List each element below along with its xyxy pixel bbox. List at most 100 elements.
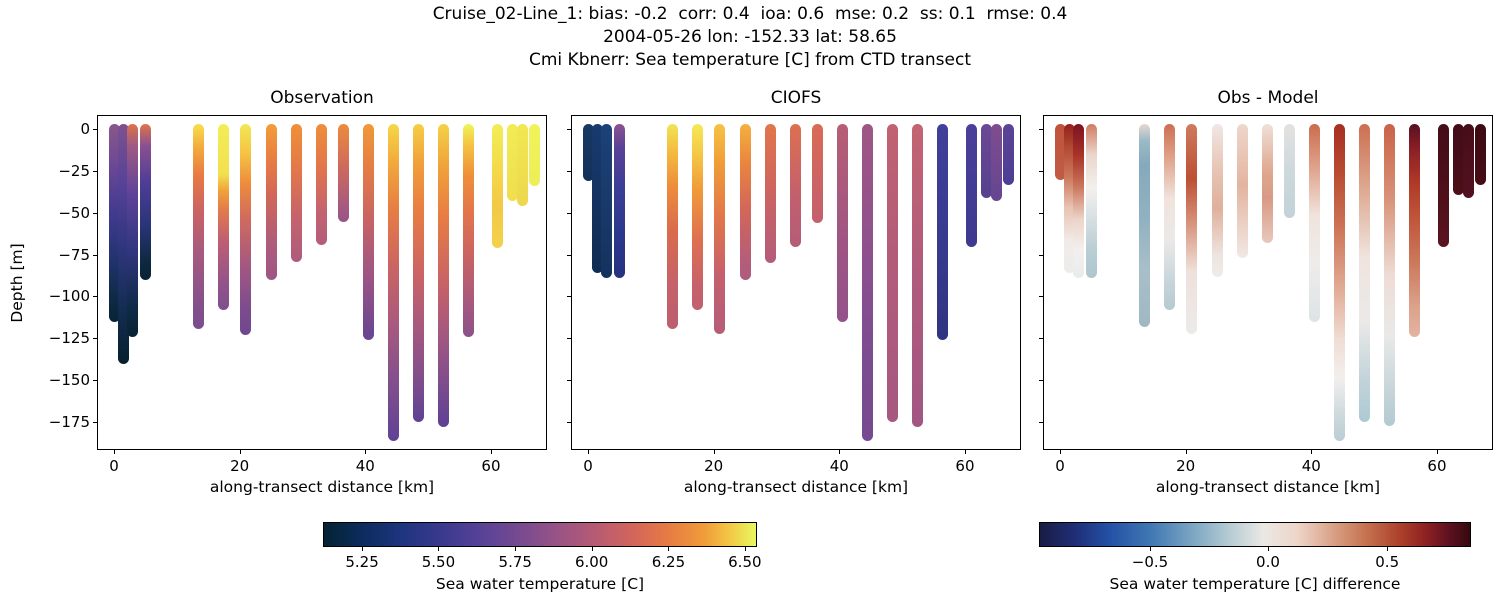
temperature-colorbar-gradient (323, 522, 757, 547)
y-axis-tick-label: −50 (58, 203, 90, 222)
x-axis-tick-label: 60 (1427, 457, 1447, 475)
y-axis-tick (567, 170, 572, 172)
y-axis-tick (1039, 421, 1044, 423)
ctd-cast-column (413, 123, 425, 423)
x-axis-tick (964, 450, 966, 454)
ctd-cast-column (613, 123, 625, 279)
x-axis-tick (588, 450, 589, 454)
y-axis-tick (1039, 254, 1044, 256)
ctd-cast-column (1437, 123, 1449, 247)
ctd-cast-column (1186, 123, 1198, 334)
x-axis-tick (490, 450, 492, 454)
ctd-cast-column (862, 123, 874, 441)
y-axis-tick (567, 129, 572, 130)
temperature-colorbar: Sea water temperature [C] 5.25 5.50 5.75 6.… (323, 522, 762, 593)
y-axis-tick (567, 254, 572, 256)
colorbar-tick (515, 547, 517, 551)
x-axis-tick-label: 20 (230, 457, 250, 475)
title-date-location-line: 2004-05-26 lon: -152.33 lat: 58.65 (603, 26, 897, 47)
ctd-cast-column (1063, 123, 1075, 274)
ctd-cast-column (1261, 123, 1273, 244)
panel-ciofs: CIOFS along-transect distance [km] 0 20 40… (567, 88, 1021, 496)
colorbar-tick-label: 6.25 (651, 553, 686, 571)
ctd-cast-column (1139, 123, 1151, 327)
x-axis-tick-label: 40 (355, 457, 375, 475)
colorbar-tick-label: 5.50 (421, 553, 456, 571)
colorbar-tick (591, 547, 593, 551)
colorbar-tick (1387, 547, 1389, 551)
ctd-cast-column (739, 123, 751, 281)
x-axis-tick-label: 0 (583, 457, 593, 475)
temperature-colorbar-label: Sea water temperature [C] (435, 575, 645, 593)
colorbar-tick-label: 6.50 (728, 553, 762, 571)
x-axis-tick-label: 20 (1176, 457, 1196, 475)
y-axis-label: Depth [m] (8, 243, 26, 323)
y-axis-tick-label: −175 (48, 412, 90, 431)
y-axis-tick (567, 212, 572, 214)
y-axis-tick (567, 338, 572, 340)
panel-obs-minus-model: Obs - Model along-transect distance [km]… (1039, 88, 1493, 496)
ctd-cast-column (1475, 123, 1487, 185)
x-axis-tick (1311, 450, 1313, 454)
x-axis-tick (1060, 450, 1061, 454)
ctd-cast-column (1384, 123, 1396, 426)
difference-colorbar: Sea water temperature [C] difference −0.… (1039, 522, 1471, 593)
colorbar-tick-label: 0.0 (1256, 553, 1280, 571)
ctd-cast-column (529, 123, 541, 187)
ctd-cast-column (315, 123, 327, 245)
y-axis-tick-label: −25 (58, 161, 90, 180)
ctd-cast-column (789, 123, 801, 247)
plot-area-observation (98, 116, 546, 449)
y-axis-tick (1039, 338, 1044, 340)
x-axis-tick (839, 450, 841, 454)
ctd-cast-column (1308, 123, 1320, 322)
ctd-cast-column (290, 123, 302, 262)
x-axis-label: along-transect distance [km] (1155, 478, 1381, 496)
ctd-cast-column (388, 123, 400, 441)
ctd-cast-column (1462, 123, 1474, 199)
y-axis-tick (93, 338, 98, 340)
panel-title-obs-minus-model: Obs - Model (1217, 88, 1319, 108)
ctd-cast-column (127, 123, 139, 338)
y-axis-tick (93, 421, 98, 423)
x-axis-tick (1436, 450, 1438, 454)
figure-title: Cruise_02-Line_1: bias: -0.2 corr: 0.4 i… (0, 3, 1500, 72)
y-axis-tick (1039, 212, 1044, 214)
ctd-cast-column (601, 123, 613, 279)
ctd-cast-column (1164, 123, 1176, 311)
ctd-cast-column (139, 123, 151, 281)
ctd-cast-column (591, 123, 603, 274)
ctd-cast-column (1003, 123, 1015, 185)
y-axis-tick (93, 380, 98, 382)
ctd-cast-column (937, 123, 949, 341)
ctd-cast-column (887, 123, 899, 423)
ctd-cast-column (965, 123, 977, 247)
ctd-cast-column (836, 123, 848, 322)
ctd-cast-column (507, 123, 519, 202)
x-axis-tick-label: 60 (481, 457, 501, 475)
ctd-cast-column (912, 123, 924, 428)
ctd-cast-column (1211, 123, 1223, 277)
y-axis-tick (1039, 170, 1044, 172)
x-axis-label: along-transect distance [km] (683, 478, 909, 496)
difference-colorbar-label: Sea water temperature [C] difference (1109, 575, 1401, 593)
ctd-cast-column (491, 123, 503, 249)
ctd-cast-column (1085, 123, 1097, 279)
ctd-cast-column (667, 123, 679, 329)
ctd-cast-column (1334, 123, 1346, 441)
ctd-cast-column (714, 123, 726, 334)
colorbar-tick-label: −0.5 (1131, 553, 1169, 571)
y-axis-tick-label: 0 (80, 120, 90, 138)
y-axis-tick (567, 380, 572, 382)
ctd-cast-column (240, 123, 252, 336)
y-axis-tick (1039, 296, 1044, 298)
ctd-cast-column (692, 123, 704, 311)
x-axis-tick (1185, 450, 1187, 454)
title-variable-line: Cmi Kbnerr: Sea temperature [C] from CTD… (529, 49, 971, 70)
y-axis-tick (1039, 129, 1044, 130)
difference-colorbar-gradient (1039, 522, 1471, 547)
colorbar-tick (668, 547, 670, 551)
colorbar-tick (362, 547, 364, 551)
y-axis-tick (93, 170, 98, 172)
